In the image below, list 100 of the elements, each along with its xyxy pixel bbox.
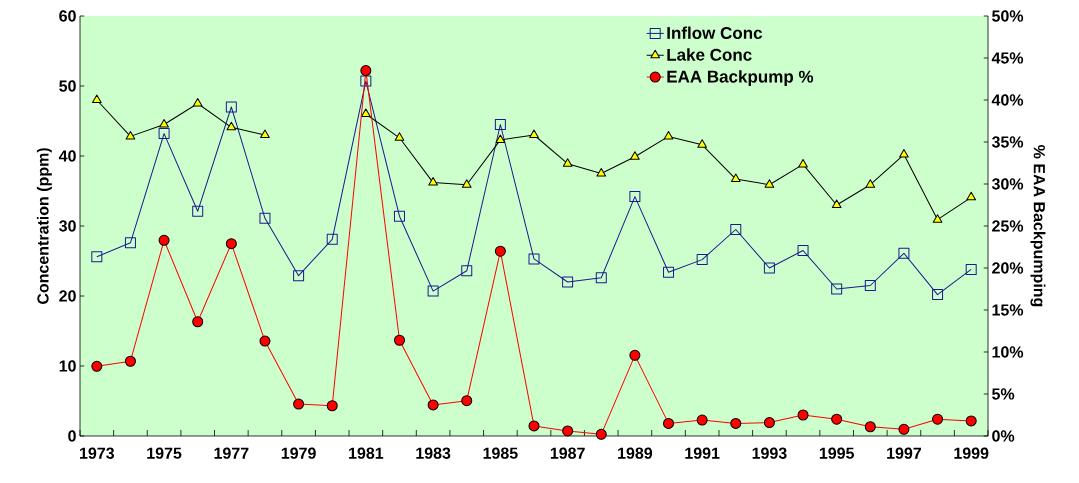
point xyxy=(730,224,742,235)
point xyxy=(529,129,539,138)
point xyxy=(293,398,305,410)
point xyxy=(797,245,809,256)
y2-tick-label: 45% xyxy=(991,52,1024,64)
point xyxy=(932,413,944,425)
point xyxy=(864,421,876,433)
point xyxy=(797,409,809,421)
point xyxy=(764,179,775,188)
y2-tick-label: 30% xyxy=(991,178,1024,190)
x-tick-label: 1997 xyxy=(887,447,922,459)
y2-tick-label: 20% xyxy=(992,262,1024,274)
point xyxy=(965,415,977,427)
point xyxy=(494,245,506,257)
point xyxy=(394,132,405,141)
point xyxy=(562,425,574,437)
point xyxy=(595,428,607,440)
x-tick-label: 1989 xyxy=(618,447,653,459)
point xyxy=(427,399,439,411)
point xyxy=(360,65,372,77)
point xyxy=(361,108,371,117)
x-tick-label: 1977 xyxy=(214,447,249,459)
point xyxy=(831,199,842,208)
y2-tick-label: 5% xyxy=(992,388,1015,400)
legend-label: Lake Conc xyxy=(667,48,752,61)
point xyxy=(528,420,540,432)
y-tick-label: 40 xyxy=(58,150,76,162)
x-tick-label: 1999 xyxy=(954,447,989,459)
point xyxy=(898,423,910,435)
y-tick-label: 30 xyxy=(59,220,76,232)
point xyxy=(461,179,472,188)
point xyxy=(663,266,675,278)
point xyxy=(428,177,438,186)
point xyxy=(158,128,170,140)
point xyxy=(91,360,103,372)
point xyxy=(124,237,136,249)
point xyxy=(528,253,540,265)
point xyxy=(763,262,775,274)
point xyxy=(91,94,102,103)
point xyxy=(898,247,910,259)
x-tick-label: 1995 xyxy=(819,447,855,459)
x-tick-label: 1993 xyxy=(752,447,787,459)
legend-label: EAA Backpump % xyxy=(667,70,814,86)
y2-tick-label: 0% xyxy=(992,430,1015,442)
point xyxy=(730,173,741,183)
point xyxy=(326,233,338,245)
point xyxy=(932,214,943,223)
y2-axis-title: % EAA Backpumping xyxy=(1030,145,1046,307)
point xyxy=(192,316,204,328)
point xyxy=(596,168,607,177)
point xyxy=(595,272,607,284)
point xyxy=(225,238,237,250)
y2-tick-label: 25% xyxy=(992,220,1024,232)
point xyxy=(461,395,473,407)
y-tick-label: 50 xyxy=(59,80,76,92)
point xyxy=(629,191,641,203)
point xyxy=(730,417,742,429)
point xyxy=(125,130,136,140)
y2-tick-label: 15% xyxy=(992,304,1024,316)
point xyxy=(831,413,843,425)
y2-tick-label: 40% xyxy=(991,94,1024,106)
point xyxy=(966,191,977,201)
point xyxy=(158,234,170,246)
point xyxy=(360,75,372,87)
point xyxy=(494,119,506,130)
y2-tick-label: 35% xyxy=(991,136,1024,148)
point xyxy=(393,210,405,222)
point xyxy=(562,276,574,288)
point xyxy=(763,417,775,429)
point xyxy=(260,129,270,138)
point xyxy=(192,205,204,217)
point xyxy=(663,417,675,429)
y-tick-label: 60 xyxy=(59,10,76,22)
point xyxy=(427,285,439,297)
point xyxy=(393,334,405,346)
point xyxy=(696,254,708,266)
point xyxy=(225,101,237,113)
point xyxy=(226,121,237,131)
point xyxy=(932,289,944,301)
point xyxy=(495,134,506,143)
point xyxy=(798,158,808,168)
point xyxy=(696,414,708,426)
y2-tick-label: 50% xyxy=(992,10,1024,22)
y-tick-label: 0 xyxy=(68,430,76,442)
x-tick-label: 1975 xyxy=(147,447,182,459)
point xyxy=(663,130,674,140)
point xyxy=(124,355,136,367)
point xyxy=(326,400,338,412)
y-tick-label: 10 xyxy=(59,360,76,372)
point xyxy=(697,139,707,148)
x-tick-label: 1991 xyxy=(685,447,720,459)
legend-label: Inflow Conc xyxy=(667,26,763,39)
point xyxy=(899,149,909,158)
x-tick-label: 1979 xyxy=(281,447,316,459)
point xyxy=(293,270,305,282)
point xyxy=(259,335,271,347)
y2-tick-label: 10% xyxy=(992,346,1024,358)
x-tick-label: 1985 xyxy=(483,447,518,459)
point xyxy=(831,283,843,295)
x-tick-label: 1983 xyxy=(416,447,451,459)
